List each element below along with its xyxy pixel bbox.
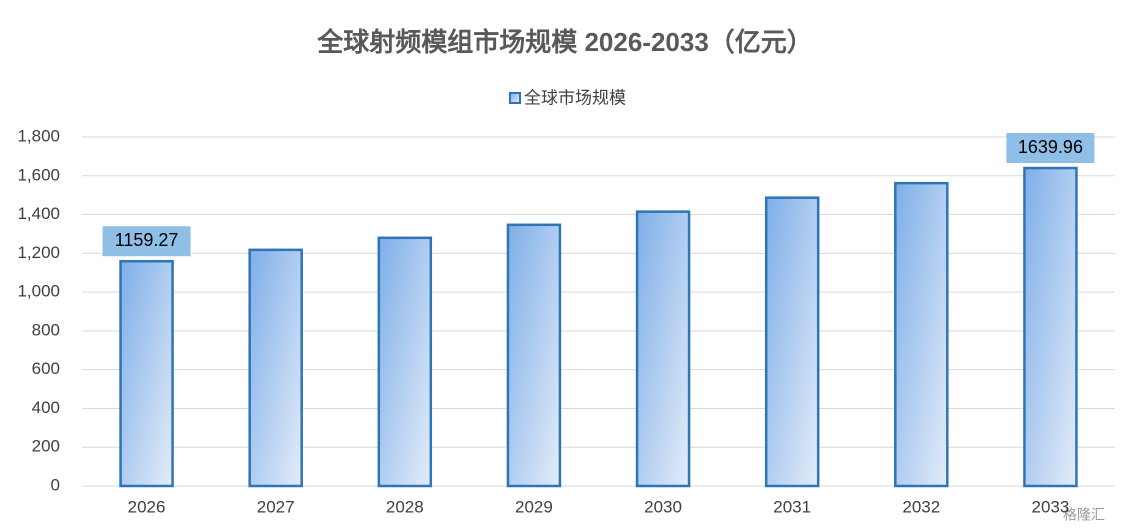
watermark: 格隆汇: [1063, 507, 1105, 523]
bar: [764, 196, 820, 488]
y-tick-label: 1,400: [17, 204, 60, 223]
x-tick-label: 2029: [515, 497, 553, 516]
bar: [894, 181, 949, 488]
data-label: 1159.27: [115, 230, 179, 250]
x-tick-label: 2031: [773, 497, 811, 516]
legend-label: 全球市场规模: [524, 88, 626, 107]
x-tick-label: 2026: [128, 497, 166, 516]
legend-marker: [509, 92, 521, 104]
bar: [506, 223, 562, 488]
data-label-box: [1006, 133, 1095, 164]
y-tick-label: 600: [32, 359, 60, 378]
y-tick-label: 400: [32, 398, 60, 417]
bar: [377, 236, 433, 488]
data-label-box: [102, 226, 191, 257]
bar: [1023, 166, 1078, 488]
x-tick-label: 2028: [386, 497, 424, 516]
y-tick-label: 200: [32, 437, 60, 456]
y-tick-label: 1,600: [17, 165, 60, 184]
x-tick-label: 2032: [902, 497, 940, 516]
x-tick-label: 2033: [1032, 497, 1070, 516]
x-tick-label: 2027: [257, 497, 295, 516]
chart-title: 全球射频模组市场规模 2026-2033（亿元）: [316, 27, 813, 57]
x-tick-label: 2030: [644, 497, 682, 516]
bar: [119, 259, 174, 488]
y-tick-label: 800: [32, 320, 60, 339]
y-tick-label: 1,200: [17, 243, 60, 262]
data-label: 1639.96: [1018, 137, 1083, 157]
y-tick-label: 1,800: [17, 126, 60, 145]
y-tick-label: 0: [51, 475, 60, 494]
y-tick-label: 1,000: [17, 282, 60, 301]
bar: [635, 210, 691, 488]
bar: [248, 248, 303, 488]
